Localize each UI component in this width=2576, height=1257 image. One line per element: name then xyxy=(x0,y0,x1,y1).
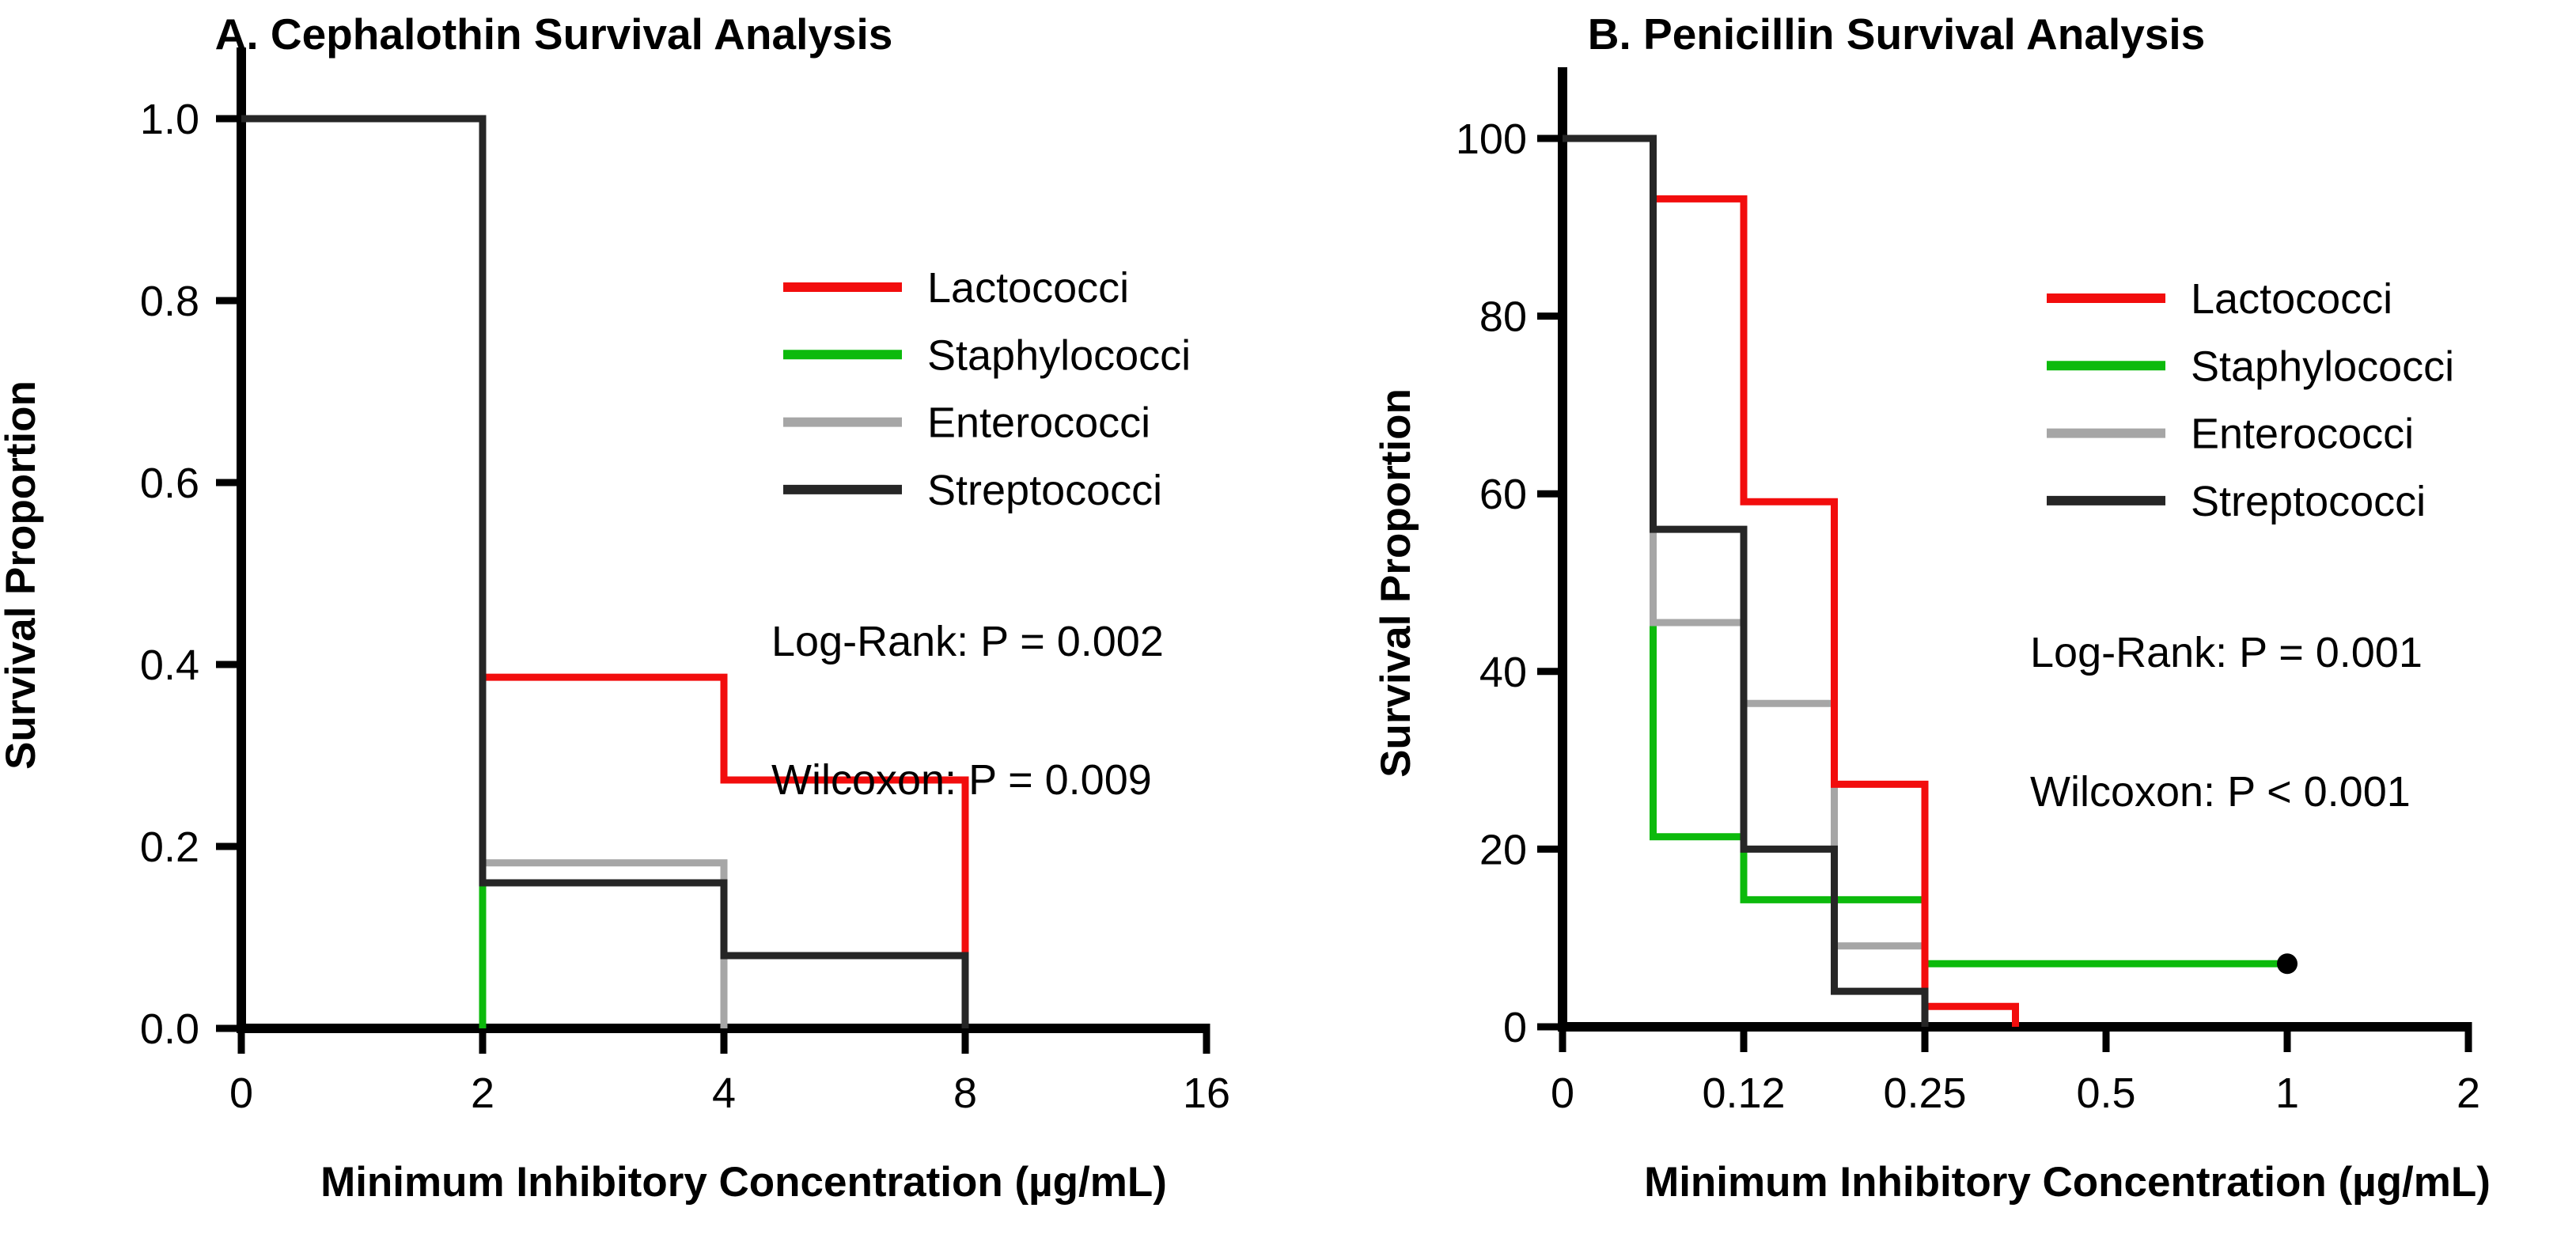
panel-title: A. Cephalothin Survival Analysis xyxy=(215,9,893,59)
legend-label-streptococci: Streptococci xyxy=(2191,478,2426,525)
legend-label-lactococci: Lactococci xyxy=(927,264,1129,312)
legend-label-enterococci: Enterococci xyxy=(2191,411,2414,458)
y-tick-label: 60 xyxy=(1479,471,1527,518)
series-streptococci xyxy=(1563,134,1929,1027)
x-axis-label: Minimum Inhibitory Concentration (µg/mL) xyxy=(320,1159,1167,1206)
y-tick-label: 0.4 xyxy=(140,642,199,689)
series-staphylococci xyxy=(241,115,487,1028)
y-tick-label: 0.2 xyxy=(140,823,199,871)
panel-b: 0 0.12 0.25 0.5 1 2 100 80 60 40 20 0 B. Penicillin … xyxy=(1373,9,2491,1206)
x-tick-label: 4 xyxy=(712,1070,736,1117)
series-streptococci xyxy=(241,115,969,1028)
x-tick-label: 0 xyxy=(229,1070,253,1117)
legend-label-enterococci: Enterococci xyxy=(927,399,1150,447)
x-tick-label: 0.5 xyxy=(2076,1070,2135,1117)
x-tick-label: 0 xyxy=(1551,1070,1574,1117)
censored-point-staphylococci xyxy=(2277,953,2298,975)
x-tick-label: 2 xyxy=(2457,1070,2480,1117)
x-tick-label: 1 xyxy=(2275,1070,2299,1117)
x-tick-label: 8 xyxy=(953,1070,977,1117)
series-lactococci xyxy=(1563,134,2019,1027)
stat-logrank: Log-Rank: P = 0.002 xyxy=(771,618,1164,665)
x-axis-label: Minimum Inhibitory Concentration (µg/mL) xyxy=(1644,1159,2491,1206)
x-tick-label: 2 xyxy=(471,1070,494,1117)
panel-title: B. Penicillin Survival Analysis xyxy=(1588,9,2206,59)
y-tick-label: 20 xyxy=(1479,826,1527,873)
y-tick-label: 0.8 xyxy=(140,278,199,325)
stat-wilcoxon: Wilcoxon: P < 0.001 xyxy=(2030,768,2411,816)
x-tick-label: 0.12 xyxy=(1702,1070,1785,1117)
legend-label-lactococci: Lactococci xyxy=(2191,275,2392,323)
y-tick-label: 40 xyxy=(1479,649,1527,696)
stat-logrank: Log-Rank: P = 0.001 xyxy=(2030,629,2423,676)
legend-label-streptococci: Streptococci xyxy=(927,467,1162,514)
legend: Lactococci Staphylococci Enterococci Strept… xyxy=(783,264,1191,514)
panel-a: 0 2 4 8 16 1.0 0.8 0.6 0.4 0.2 0.0 A. Cephalothin S… xyxy=(0,9,1230,1206)
y-axis-label: Survival Proportion xyxy=(0,381,44,770)
legend-label-staphylococci: Staphylococci xyxy=(2191,343,2454,390)
stat-wilcoxon: Wilcoxon: P = 0.009 xyxy=(771,756,1152,804)
y-tick-label: 80 xyxy=(1479,293,1527,341)
y-tick-label: 1.0 xyxy=(140,96,199,143)
series-lactococci xyxy=(241,115,969,1028)
y-tick-label: 0.6 xyxy=(140,460,199,507)
y-tick-label: 100 xyxy=(1456,115,1527,163)
x-tick-label: 0.25 xyxy=(1883,1070,1966,1117)
y-tick-label: 0.0 xyxy=(140,1005,199,1053)
x-tick-label: 16 xyxy=(1183,1070,1230,1117)
y-tick-label: 0 xyxy=(1503,1004,1527,1051)
legend: Lactococci Staphylococci Enterococci Strept… xyxy=(2047,275,2454,525)
legend-label-staphylococci: Staphylococci xyxy=(927,331,1191,379)
y-axis-label: Survival Proportion xyxy=(1373,388,1419,778)
